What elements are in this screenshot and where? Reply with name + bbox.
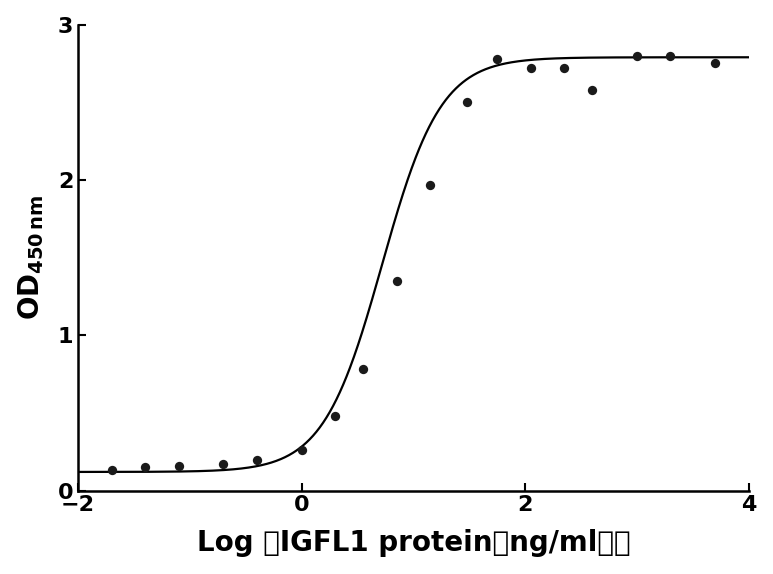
Point [525,64,537,73]
Point [139,463,152,472]
Point [424,180,436,189]
Point [105,466,117,475]
Point [461,98,473,107]
Point [329,412,342,421]
Point [295,445,308,455]
Point [390,276,403,285]
Point [586,86,598,95]
Point [491,54,503,63]
Point [631,51,643,60]
X-axis label: Log （IGFL1 protein（ng/ml））: Log （IGFL1 protein（ng/ml）） [196,529,630,557]
Y-axis label: $\mathbf{OD_{450\,nm}}$: $\mathbf{OD_{450\,nm}}$ [17,195,46,320]
Point [558,64,570,73]
Point [217,460,230,469]
Point [709,59,721,68]
Point [664,51,676,60]
Point [250,455,263,464]
Point [357,365,369,374]
Point [172,461,185,470]
